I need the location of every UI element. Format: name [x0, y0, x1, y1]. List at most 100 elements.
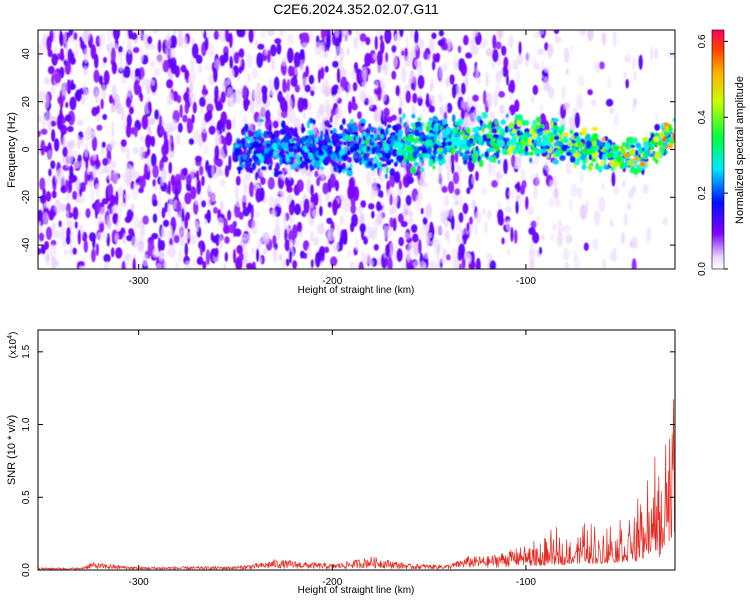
- spectrogram-cell: [547, 44, 552, 60]
- spectrogram-cell: [502, 65, 509, 78]
- spectrogram-cell: [59, 30, 63, 46]
- spectrogram-cell: [442, 248, 447, 257]
- spectrogram-cell: [496, 201, 502, 210]
- spectrogram-cell: [518, 41, 522, 56]
- spectrogram-signal-cell: [248, 167, 254, 174]
- spectrogram-cell: [42, 212, 49, 224]
- spectrogram-cell: [488, 160, 492, 176]
- spectrogram-signal-cell: [491, 143, 498, 148]
- spectrogram-cell: [217, 217, 224, 226]
- spectrogram-cell: [251, 219, 258, 235]
- colorbar-label: Normalized spectral amplitude: [734, 76, 746, 224]
- spectrogram-cell: [495, 41, 502, 50]
- spectrogram-cell: [238, 56, 242, 67]
- spectrogram-cell: [225, 131, 233, 146]
- spectrogram-signal-cell: [501, 148, 508, 154]
- spectrogram-signal-cell: [426, 121, 433, 126]
- spectrogram-signal-cell: [294, 126, 298, 134]
- spectrogram-cell: [329, 173, 337, 189]
- spectrogram-cell: [247, 232, 251, 246]
- spectrogram-cell: [412, 93, 418, 104]
- spectrogram-cell: [562, 102, 570, 110]
- spectrogram-cell: [173, 234, 180, 244]
- spectrogram-cell: [492, 34, 497, 50]
- spectrogram-cell: [284, 228, 288, 242]
- spectrogram-signal-cell: [630, 165, 635, 172]
- spectrogram-cell: [310, 84, 316, 92]
- spectrogram-cell: [530, 95, 535, 104]
- spectrogram-cell: [190, 37, 195, 46]
- spectrogram-signal-cell: [338, 135, 343, 139]
- spectrogram-signal-cell: [657, 140, 662, 147]
- spectrogram-signal-cell: [466, 127, 471, 134]
- spectrogram-cell: [73, 150, 79, 159]
- spectrogram-signal-cell: [304, 137, 308, 142]
- spectrogram-cell: [460, 108, 465, 121]
- snr-plot-area: [38, 330, 675, 570]
- spectrogram-signal-cell: [512, 128, 517, 134]
- spectrogram-cell: [457, 249, 462, 262]
- spectrogram-cell: [210, 191, 217, 202]
- spectrogram-signal-cell: [266, 142, 270, 148]
- spectrogram-cell: [166, 79, 174, 89]
- spectrogram-cell: [139, 46, 144, 63]
- spectrogram-cell: [106, 164, 113, 180]
- spectrogram-cell: [188, 138, 195, 145]
- spectrogram-cell: [219, 30, 226, 42]
- spectrogram-signal-cell: [253, 141, 261, 149]
- spectrogram-cell: [115, 190, 119, 206]
- spectrogram-cell: [286, 186, 293, 193]
- spectrogram-cell: [254, 211, 261, 218]
- spectrogram-signal-cell: [437, 154, 444, 161]
- spectrogram-cell: [406, 176, 414, 184]
- spectrogram-cell: [516, 70, 520, 85]
- spectrogram-cell: [152, 213, 158, 224]
- spectrogram-cell: [428, 105, 436, 113]
- spectrogram-cell: [74, 221, 78, 229]
- spectrogram-cell: [79, 159, 86, 172]
- spectrogram-y-tick-label: 0: [21, 146, 32, 152]
- spectrogram-cell: [96, 124, 103, 131]
- spectrogram-signal-cell: [371, 141, 375, 146]
- spectrogram-cell: [383, 107, 390, 118]
- spectrogram-signal-cell: [545, 145, 551, 150]
- spectrogram-signal-cell: [570, 135, 575, 140]
- spectrogram-cell: [204, 64, 210, 72]
- spectrogram-cell: [574, 112, 581, 129]
- spectrogram-signal-cell: [339, 124, 344, 131]
- spectrogram-signal-cell: [492, 133, 499, 139]
- colorbar-gradient: [711, 29, 725, 270]
- spectrogram-cell: [499, 67, 504, 79]
- spectrogram-signal-cell: [566, 151, 572, 156]
- spectrogram-signal-cell: [480, 153, 485, 158]
- colorbar-tick-label: 0.0: [697, 262, 708, 276]
- spectrogram-cell: [414, 30, 419, 45]
- spectrogram-signal-cell: [552, 117, 560, 123]
- spectrogram-cell: [311, 209, 319, 219]
- spectrogram-cell: [415, 193, 422, 210]
- spectrogram-cell: [563, 47, 570, 64]
- spectrogram-cell: [257, 238, 263, 248]
- spectrogram-signal-cell: [417, 146, 424, 151]
- spectrogram-cell: [152, 199, 158, 207]
- spectrogram-signal-cell: [655, 158, 659, 165]
- spectrogram-cell: [667, 50, 675, 59]
- spectrogram-cell: [262, 247, 268, 255]
- snr-line: [38, 399, 675, 570]
- spectrogram-signal-cell: [416, 152, 422, 157]
- spectrogram-cell: [68, 139, 76, 149]
- spectrogram-cell: [466, 187, 471, 195]
- spectrogram-signal-cell: [380, 163, 388, 168]
- spectrogram-signal-cell: [516, 119, 522, 127]
- spectrogram-cell: [525, 196, 529, 211]
- spectrogram-cell: [387, 256, 393, 269]
- spectrogram-cell: [208, 125, 216, 135]
- spectrogram-signal-cell: [541, 148, 548, 153]
- spectrogram-cell: [257, 43, 265, 50]
- spectrogram-cell: [132, 47, 140, 54]
- spectrogram-cell: [248, 30, 254, 43]
- spectrogram-cell: [225, 122, 232, 131]
- spectrogram-cell: [565, 161, 572, 175]
- spectrogram-cell: [385, 243, 391, 258]
- spectrogram-cell: [323, 246, 330, 254]
